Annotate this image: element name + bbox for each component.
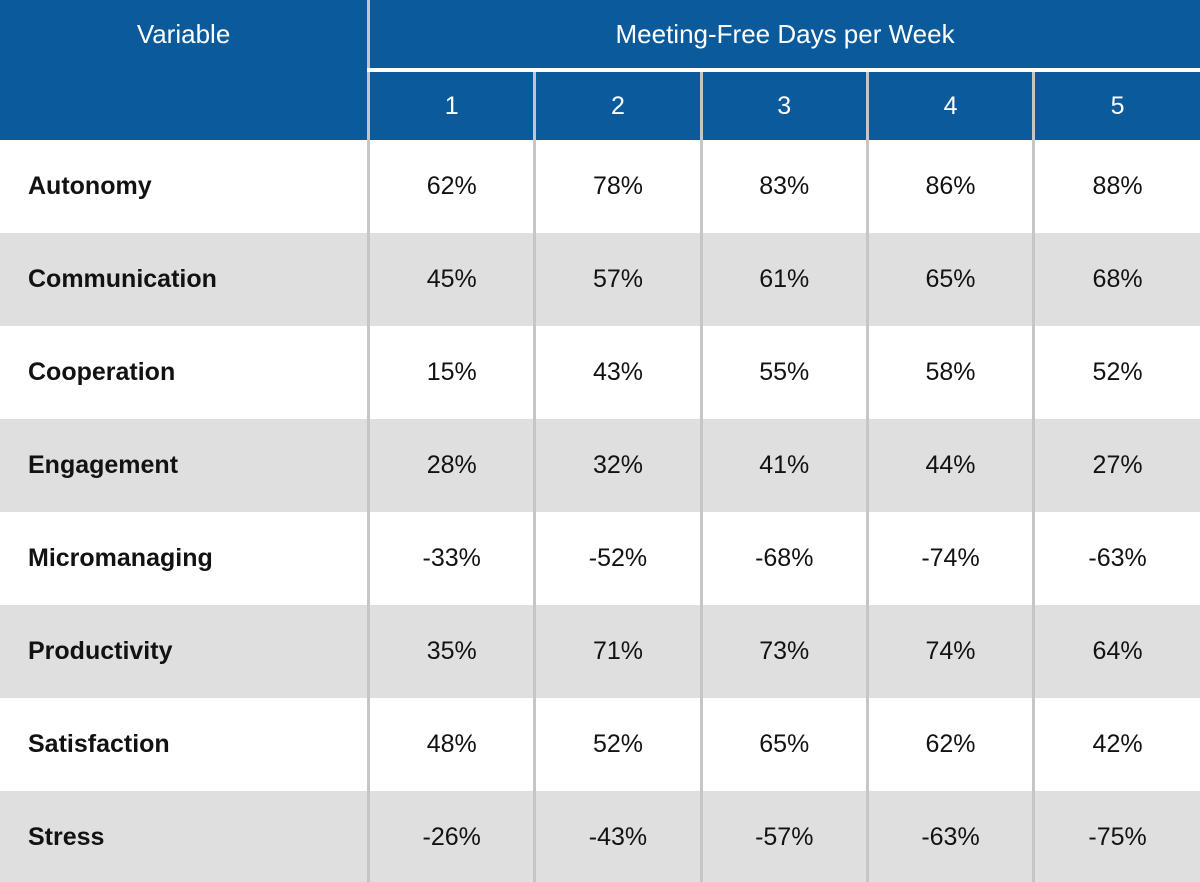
table-row-engagement: Engagement 28% 32% 41% 44% 27% xyxy=(0,419,1200,512)
row-label: Stress xyxy=(28,823,105,851)
value-cell: 45% xyxy=(367,233,535,326)
value-cell: 73% xyxy=(699,605,868,698)
value-cell: 27% xyxy=(1032,419,1200,512)
variable-column-header: Variable xyxy=(0,0,369,140)
value-cell: 35% xyxy=(367,605,535,698)
header-row-top: Variable Meeting-Free Days per Week xyxy=(0,0,1200,140)
value-cell: 44% xyxy=(865,419,1034,512)
value-cell: -43% xyxy=(533,791,702,882)
value-cell: 62% xyxy=(367,140,535,233)
day-column-header-1: 1 xyxy=(367,70,535,140)
value-cell: 71% xyxy=(533,605,702,698)
value-cell: 28% xyxy=(367,419,535,512)
value-cell: -75% xyxy=(1032,791,1200,882)
table-row-cooperation: Cooperation 15% 43% 55% 58% 52% xyxy=(0,326,1200,419)
value-cell: 65% xyxy=(699,698,868,791)
value-cell: -68% xyxy=(699,512,868,605)
table-row-satisfaction: Satisfaction 48% 52% 65% 62% 42% xyxy=(0,698,1200,791)
value-cell: 64% xyxy=(1032,605,1200,698)
value-cell: 42% xyxy=(1032,698,1200,791)
header-row-days: 1 2 3 4 5 xyxy=(0,70,1200,140)
table-row-autonomy: Autonomy 62% 78% 83% 86% 88% xyxy=(0,140,1200,233)
day-column-header-2: 2 xyxy=(533,70,702,140)
value-cell: -74% xyxy=(865,512,1034,605)
day-column-header-5: 5 xyxy=(1032,70,1200,140)
value-cell: 15% xyxy=(367,326,535,419)
value-cell: -26% xyxy=(367,791,535,882)
row-label: Autonomy xyxy=(28,172,152,200)
value-cell: 43% xyxy=(533,326,702,419)
value-cell: 65% xyxy=(865,233,1034,326)
row-label: Engagement xyxy=(28,451,179,479)
value-cell: 55% xyxy=(699,326,868,419)
value-cell: -57% xyxy=(699,791,868,882)
table-row-productivity: Productivity 35% 71% 73% 74% 64% xyxy=(0,605,1200,698)
value-cell: 32% xyxy=(533,419,702,512)
value-cell: 88% xyxy=(1032,140,1200,233)
value-cell: 74% xyxy=(865,605,1034,698)
row-label: Micromanaging xyxy=(28,544,213,572)
value-cell: 83% xyxy=(699,140,868,233)
value-cell: 58% xyxy=(865,326,1034,419)
row-label: Communication xyxy=(28,265,217,293)
value-cell: -63% xyxy=(865,791,1034,882)
group-column-header: Meeting-Free Days per Week xyxy=(367,0,1200,72)
value-cell: 86% xyxy=(865,140,1034,233)
row-label: Satisfaction xyxy=(28,730,170,758)
table-row-micromanaging: Micromanaging -33% -52% -68% -74% -63% xyxy=(0,512,1200,605)
value-cell: -63% xyxy=(1032,512,1200,605)
day-column-header-3: 3 xyxy=(699,70,868,140)
value-cell: 61% xyxy=(699,233,868,326)
value-cell: 52% xyxy=(533,698,702,791)
value-cell: -33% xyxy=(367,512,535,605)
table-row-communication: Communication 45% 57% 61% 65% 68% xyxy=(0,233,1200,326)
value-cell: 48% xyxy=(367,698,535,791)
value-cell: -52% xyxy=(533,512,702,605)
row-label: Cooperation xyxy=(28,358,176,386)
day-column-header-4: 4 xyxy=(865,70,1034,140)
row-label: Productivity xyxy=(28,637,173,665)
value-cell: 57% xyxy=(533,233,702,326)
value-cell: 78% xyxy=(533,140,702,233)
value-cell: 62% xyxy=(865,698,1034,791)
value-cell: 41% xyxy=(699,419,868,512)
table-row-stress: Stress -26% -43% -57% -63% -75% xyxy=(0,791,1200,882)
value-cell: 52% xyxy=(1032,326,1200,419)
value-cell: 68% xyxy=(1032,233,1200,326)
